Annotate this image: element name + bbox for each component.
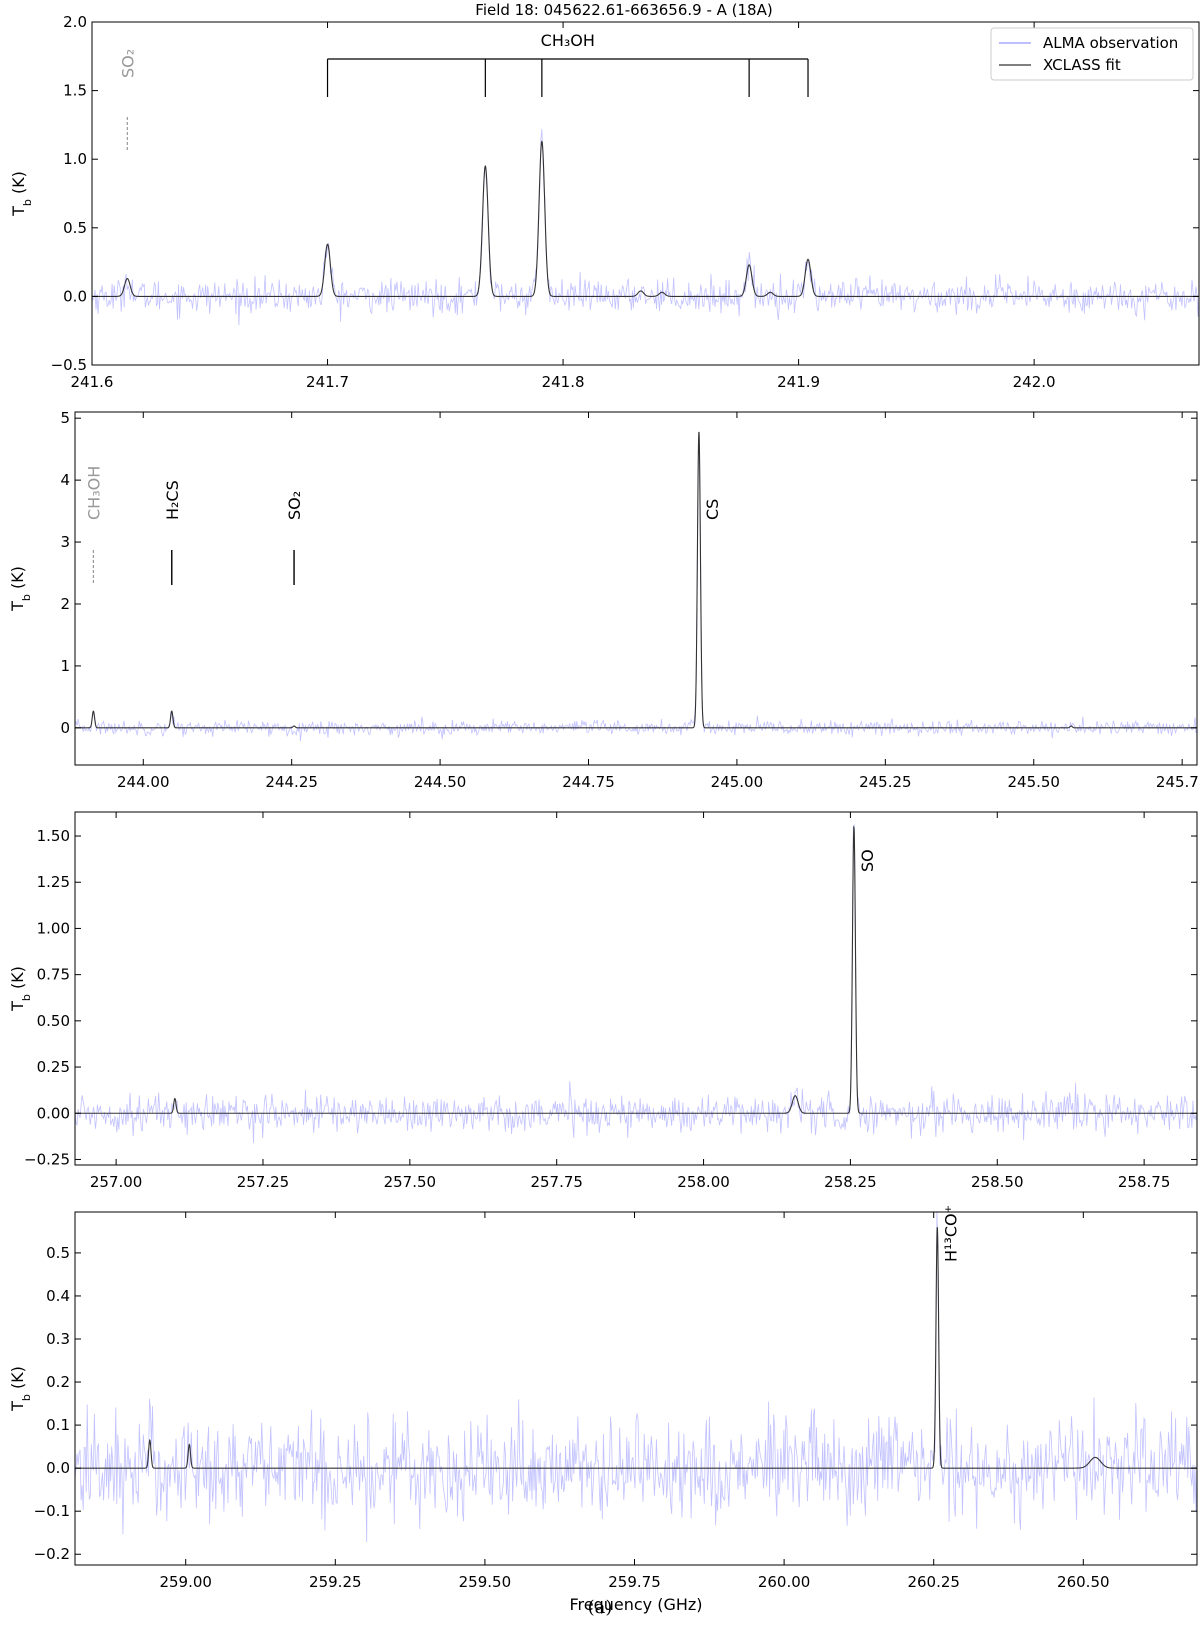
- plot-area: [75, 1212, 1197, 1543]
- y-tick-label: 4: [60, 471, 70, 489]
- legend: ALMA observation XCLASS fit: [990, 27, 1194, 81]
- y-tick-label: 1.50: [37, 827, 70, 845]
- species-label: SO₂: [285, 491, 304, 520]
- observation-trace: [92, 128, 1199, 326]
- y-tick-label: 2.0: [63, 13, 87, 31]
- x-tick-label: 245.25: [859, 773, 912, 791]
- plot-frame: [74, 1211, 1198, 1566]
- x-tick-label: 260.25: [907, 1573, 960, 1591]
- species-label: SO₂: [118, 49, 137, 78]
- y-tick-label: 0.5: [63, 219, 87, 237]
- y-tick-label: 3: [60, 533, 70, 551]
- x-tick-label: 257.00: [90, 1173, 143, 1191]
- x-tick-label: 244.25: [265, 773, 318, 791]
- species-label: CS: [703, 499, 722, 520]
- legend-entry: ALMA observation: [1043, 34, 1178, 52]
- species-label: H₂CS: [163, 480, 182, 520]
- y-tick-label: 1.5: [63, 82, 87, 100]
- plot-frame: [74, 411, 1198, 766]
- x-tick-label: 260.00: [758, 1573, 811, 1591]
- x-tick-label: 245.50: [1007, 773, 1060, 791]
- x-tick-label: 241.9: [777, 373, 820, 391]
- x-tick-label: 259.25: [309, 1573, 362, 1591]
- plot-frame: [91, 21, 1200, 366]
- figure-title: Field 18: 045622.61-663656.9 - A (18A): [475, 1, 772, 19]
- y-tick-label: 5: [60, 409, 70, 427]
- y-tick-label: 1.0: [63, 150, 87, 168]
- legend-entry: XCLASS fit: [1043, 56, 1121, 74]
- y-axis-label: Tb (K): [8, 566, 33, 612]
- y-tick-label: 1: [60, 657, 70, 675]
- y-tick-label: 0.1: [46, 1416, 70, 1434]
- panel-1: 241.6 241.7 241.8 241.9 242.0 −0.5 0.0 0.5 1.0 1.…: [9, 13, 1200, 391]
- y-axis-label: Tb (K): [8, 1366, 33, 1412]
- x-tick-label: 257.25: [237, 1173, 290, 1191]
- observation-trace: [75, 1212, 1197, 1543]
- plot-area: [75, 431, 1197, 742]
- y-tick-label: 0.2: [46, 1373, 70, 1391]
- y-tick-label: 1.25: [37, 873, 70, 891]
- fit-trace: [75, 431, 1197, 729]
- spectrum-panels: 241.6 241.7 241.8 241.9 242.0−0.50.00.51.01.…: [8, 13, 1200, 1614]
- x-tick-label: 259.00: [159, 1573, 212, 1591]
- y-tick-label: −0.5: [51, 356, 87, 374]
- panel-3: 257.00 257.25 257.50 257.75 258.00 258.25 258.…: [8, 811, 1198, 1191]
- species-label: CH₃OH: [84, 466, 103, 520]
- plot-frame: [74, 811, 1198, 1166]
- x-tick-label: 259.75: [608, 1573, 661, 1591]
- x-tick-label: 244.00: [117, 773, 170, 791]
- x-tick-label: 258.75: [1118, 1173, 1171, 1191]
- x-tick-label: 245.00: [711, 773, 764, 791]
- species-label: H¹³CO⁺: [941, 1205, 960, 1262]
- y-tick-label: −0.2: [34, 1545, 70, 1563]
- y-tick-label: 0.00: [37, 1104, 70, 1122]
- figure-caption: (a): [587, 1597, 613, 1618]
- x-tick-label: 241.6: [71, 373, 114, 391]
- y-tick-label: 0.0: [63, 287, 87, 305]
- x-tick-label: 244.50: [414, 773, 467, 791]
- x-tick-label: 257.50: [384, 1173, 437, 1191]
- x-tick-label: 241.8: [542, 373, 585, 391]
- panel-2: 244.00 244.25 244.50 244.75 245.00 245.25 245.…: [8, 409, 1200, 791]
- y-axis-label: Tb (K): [8, 966, 33, 1012]
- plot-area: [75, 823, 1197, 1144]
- y-tick-label: 0: [60, 719, 70, 737]
- panel-4: 259.00 259.25 259.50 259.75 260.00 260.25 260.…: [8, 1205, 1198, 1614]
- x-tick-label: 258.25: [824, 1173, 877, 1191]
- x-tick-label: 258.00: [677, 1173, 730, 1191]
- fit-trace: [75, 825, 1197, 1114]
- legend-box: [990, 27, 1194, 81]
- x-tick-label: 257.75: [530, 1173, 583, 1191]
- fit-trace: [92, 140, 1199, 297]
- y-tick-label: 2: [60, 595, 70, 613]
- y-axis-label: Tb (K): [9, 171, 34, 217]
- y-tick-label: 0.50: [37, 1012, 70, 1030]
- x-tick-label: 242.0: [1013, 373, 1056, 391]
- y-tick-label: 1.00: [37, 919, 70, 937]
- y-tick-label: 0.5: [46, 1244, 70, 1262]
- x-tick-label: 260.50: [1057, 1573, 1110, 1591]
- y-tick-label: 0.4: [46, 1287, 70, 1305]
- y-tick-label: 0.75: [37, 966, 70, 984]
- x-tick-label: 241.7: [306, 373, 349, 391]
- x-tick-label: 259.50: [459, 1573, 512, 1591]
- x-tick-label: 258.50: [971, 1173, 1024, 1191]
- plot-area: [92, 128, 1199, 326]
- observation-trace: [75, 823, 1197, 1144]
- fit-trace: [75, 1227, 1197, 1469]
- y-tick-label: 0.3: [46, 1330, 70, 1348]
- species-label: CH₃OH: [541, 31, 595, 50]
- y-tick-label: 0.25: [37, 1058, 70, 1076]
- y-tick-label: −0.1: [34, 1502, 70, 1520]
- y-tick-label: −0.25: [24, 1150, 70, 1168]
- x-tick-label: 244.75: [562, 773, 615, 791]
- y-tick-label: 0.0: [46, 1459, 70, 1477]
- observation-trace: [75, 439, 1197, 742]
- x-axis-label: Frequency (GHz): [569, 1595, 702, 1614]
- species-label: SO: [858, 849, 877, 872]
- x-tick-label: 245.75: [1156, 773, 1200, 791]
